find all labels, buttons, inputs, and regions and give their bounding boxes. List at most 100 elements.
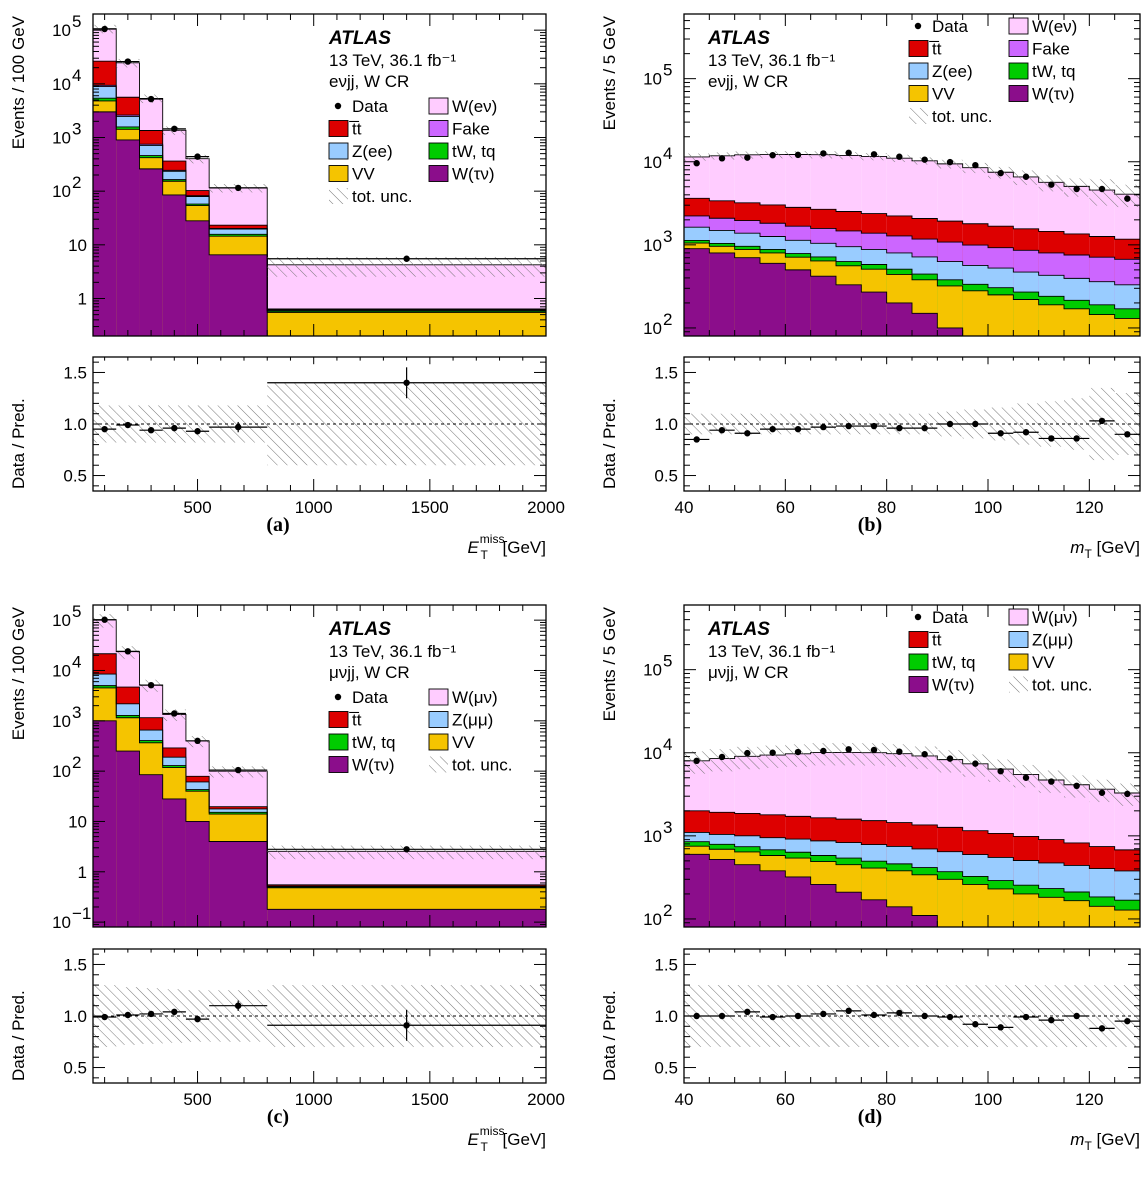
- x-tick-label-80: 80: [877, 498, 896, 517]
- ratio-point-14: [1048, 1016, 1055, 1024]
- legend-swatch-w: [428, 165, 449, 182]
- outline-vv: [93, 100, 546, 313]
- legend: Data W(eν) t̅t Fake Z(ee) tW, tq VV W(τν) tot. u…: [908, 17, 1077, 126]
- bar-vv-11: [962, 290, 988, 336]
- bar-w-3: [760, 263, 786, 336]
- ratio-point-12: [997, 430, 1004, 437]
- legend-marker-data: [334, 102, 342, 110]
- x-axis-title-unit: [GeV]: [1092, 1130, 1140, 1149]
- legend-swatch-w: [1008, 608, 1029, 626]
- y-tick-label-3: 10: [52, 762, 71, 781]
- x-axis-title-sub: T: [1084, 547, 1092, 561]
- legend-label-vv: VV: [352, 165, 375, 184]
- legend-swatch-t-t: [328, 120, 349, 137]
- legend-label-tw-tq: tW, tq: [1032, 62, 1075, 81]
- legend-swatch-vv: [328, 165, 349, 182]
- outline-z-ee: [93, 86, 546, 311]
- outline-tw-tq: [93, 97, 546, 312]
- legend-entry-t-t: t̅t: [328, 711, 362, 730]
- ratio-point-12: [997, 1024, 1004, 1031]
- x-tick-label-2000: 2000: [527, 498, 565, 517]
- ratio-y-tick-label-1.5: 1.5: [654, 955, 678, 974]
- panel-label: (b): [858, 514, 882, 536]
- legend-swatch-w: [1008, 85, 1029, 102]
- outline-w: [93, 111, 268, 336]
- legend-label-w-e: W(eν): [452, 97, 497, 116]
- ratio-y-axis-title: Data / Pred.: [9, 398, 28, 489]
- bar-w-4: [185, 821, 210, 927]
- legend-entry-tot-unc: tot. unc.: [429, 756, 512, 775]
- stack-w: [684, 854, 938, 927]
- outline-w: [684, 248, 989, 336]
- x-tick-label-120: 120: [1075, 498, 1103, 517]
- ratio-group: [93, 985, 546, 1047]
- legend-entry-z: Z(μμ): [1008, 631, 1073, 650]
- legend-entry-tw-tq: tW, tq: [428, 142, 495, 161]
- legend-swatch-fake: [428, 120, 449, 137]
- legend-swatch-t-t: [908, 631, 929, 648]
- atlas-label: ATLAS: [707, 619, 770, 640]
- legend-swatch-unc: [429, 756, 448, 773]
- panel-label: (a): [266, 514, 289, 536]
- legend: Data W(μν) t̅t Z(μμ) tW, tq VV W(τν) tot. unc.: [908, 608, 1092, 695]
- legend-swatch-vv: [1008, 653, 1029, 671]
- data-point-2: [147, 95, 155, 103]
- x-axis-title-sup: miss: [480, 1124, 505, 1138]
- info-line-2: μνjj, W CR: [329, 663, 410, 682]
- bar-w-8: [886, 906, 912, 927]
- y-axis-title: Events / 5 GeV: [600, 606, 619, 721]
- bar-w-2: [139, 774, 163, 927]
- unc-band-1: [709, 749, 735, 772]
- data-point-2: [744, 749, 751, 757]
- ratio-point-10: [946, 420, 954, 428]
- x-axis-title-unit: [GeV]: [498, 1130, 546, 1149]
- bar-w-7: [861, 292, 887, 336]
- data-point-8: [896, 153, 903, 160]
- outline-vv: [684, 242, 1140, 319]
- ratio-point-3: [171, 424, 178, 432]
- legend-entry-w: W(τν): [328, 756, 395, 775]
- legend-label-fake: Fake: [452, 120, 490, 139]
- outline-z: [93, 673, 546, 887]
- ratio-point-0: [693, 1012, 700, 1020]
- x-axis: 500 1000 1500 2000 Emiss T [GeV]: [104, 14, 565, 562]
- y-tick-label-2: 10: [68, 812, 87, 831]
- ratio-point-8: [896, 1009, 903, 1017]
- data-point-6: [845, 149, 852, 157]
- info-line-2: eνjj, W CR: [329, 72, 409, 91]
- unc-band-8: [886, 744, 912, 767]
- ratio-point-4: [794, 425, 802, 433]
- ratio-point-2: [147, 1010, 155, 1018]
- ratio-point-2: [744, 430, 751, 437]
- panel-label: (c): [267, 1106, 289, 1128]
- x-axis-title: mT [GeV]: [1070, 1130, 1140, 1153]
- legend-entry-vv: VV: [908, 85, 955, 104]
- legend-entry-vv: VV: [428, 733, 475, 752]
- bar-w-6: [836, 892, 862, 927]
- ratio-point-5: [820, 1010, 827, 1018]
- legend-entry-z-ee: Z(ee): [908, 62, 973, 81]
- y-tick-label-exp-5: 4: [72, 652, 81, 671]
- y-tick-label-3: 10: [52, 128, 71, 147]
- bar-w-1: [709, 859, 735, 927]
- bar-vv-15: [1064, 900, 1090, 927]
- bar-vv-16: [1089, 314, 1115, 336]
- info-line-1: 13 TeV, 36.1 fb⁻¹: [329, 51, 456, 70]
- ratio-y-tick-label-1.0: 1.0: [63, 415, 87, 434]
- legend-swatch-t-t: [328, 711, 349, 728]
- legend-label-data: Data: [932, 608, 968, 627]
- bar-vv-13: [1013, 893, 1039, 927]
- x-tick-label-120: 120: [1075, 1090, 1103, 1109]
- y-tick-label-0: 10: [52, 913, 71, 932]
- y-tick-label-1: 1: [78, 863, 87, 882]
- legend-entry-data: Data: [334, 97, 388, 116]
- x-tick-label-1500: 1500: [411, 498, 449, 517]
- ratio-point-6: [403, 1022, 410, 1029]
- y-tick-label-exp-0: −1: [72, 904, 91, 923]
- ratio-point-17: [1124, 1017, 1131, 1025]
- legend-label-w: W(τν): [352, 756, 395, 775]
